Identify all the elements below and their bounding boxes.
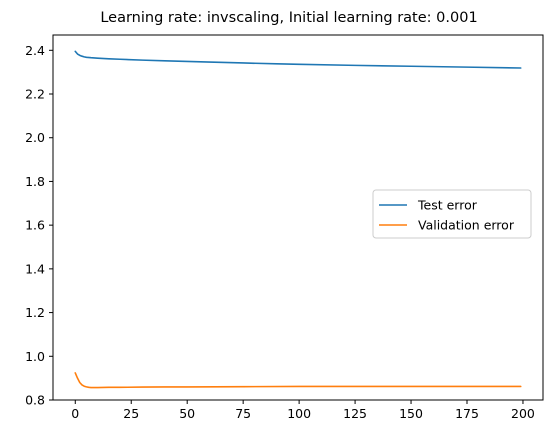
x-tick-label: 0 — [71, 406, 79, 421]
y-tick-label: 0.8 — [25, 393, 45, 408]
y-tick-label: 1.6 — [25, 218, 45, 233]
x-tick-label: 125 — [343, 406, 367, 421]
chart-title: Learning rate: invscaling, Initial learn… — [100, 10, 477, 26]
x-tick-label: 25 — [123, 406, 139, 421]
x-tick-label: 150 — [399, 406, 423, 421]
y-tick-label: 1.2 — [25, 305, 45, 320]
y-tick-label: 1.8 — [25, 174, 45, 189]
y-axis: 0.8 1.0 1.2 1.4 1.6 1.8 2.0 2.2 2.4 — [25, 43, 53, 408]
legend-entry-label: Test error — [417, 198, 478, 213]
y-tick-label: 2.2 — [25, 87, 45, 102]
y-tick-label: 2.0 — [25, 130, 45, 145]
plot-frame — [52, 34, 544, 401]
legend-box — [372, 189, 532, 239]
x-tick-label: 50 — [179, 406, 195, 421]
legend-entry-label: Validation error — [418, 218, 515, 233]
x-tick-label: 100 — [287, 406, 311, 421]
legend: Test error Validation error — [372, 189, 532, 239]
y-tick-label: 2.4 — [25, 43, 45, 58]
x-axis: 0 25 50 75 100 125 150 175 200 — [71, 400, 535, 421]
series-group — [74, 50, 522, 389]
series-line-test-error — [74, 50, 522, 69]
series-line-validation-error — [74, 372, 522, 389]
x-tick-label: 175 — [455, 406, 479, 421]
y-tick-label: 1.4 — [25, 261, 45, 276]
x-tick-label: 200 — [511, 406, 535, 421]
y-tick-label: 1.0 — [25, 349, 45, 364]
x-tick-label: 75 — [235, 406, 251, 421]
